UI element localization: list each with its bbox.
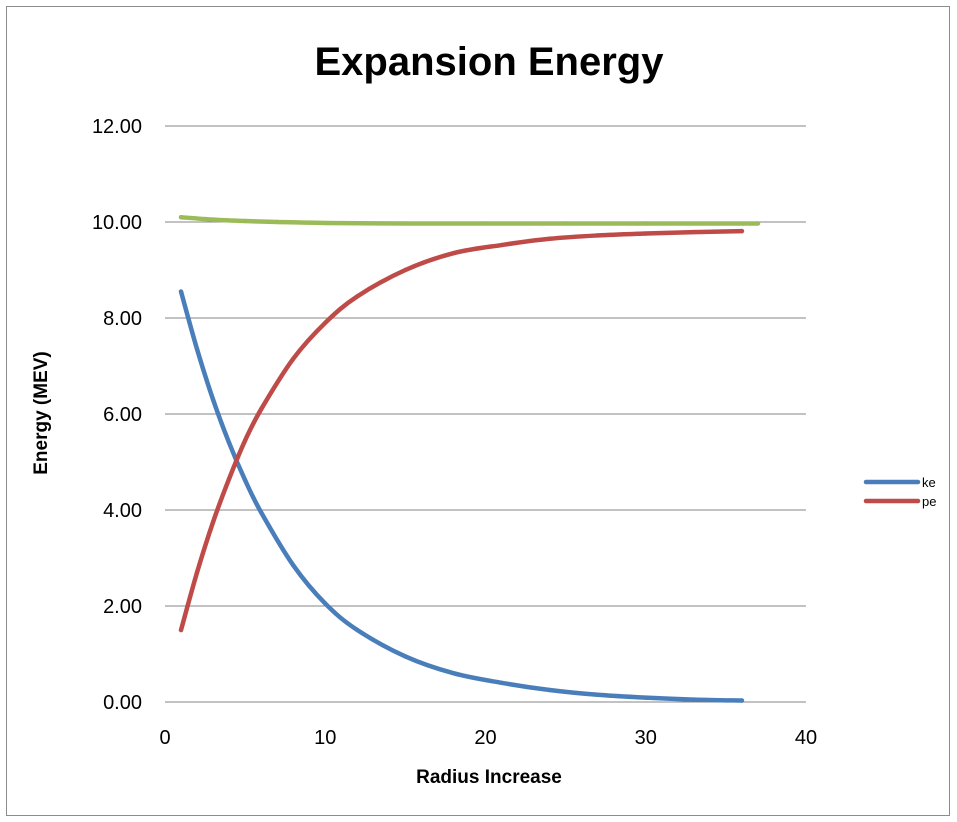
data-point-ke-10	[451, 671, 456, 676]
data-point-series-2-9	[755, 221, 761, 226]
x-tick-label: 10	[314, 727, 336, 749]
data-point-pe-10	[451, 251, 456, 256]
data-point-pe-1	[194, 570, 200, 575]
data-point-pe-6	[291, 356, 296, 361]
data-point-ke-2	[210, 397, 216, 402]
data-point-pe-2	[210, 519, 216, 525]
chart-title: Expansion Energy	[315, 40, 665, 84]
grid-lines	[165, 125, 806, 703]
data-point-pe-11	[499, 242, 504, 248]
data-point-pe-12	[547, 236, 552, 241]
data-point-ke-4	[242, 478, 248, 483]
series-lines	[178, 214, 761, 703]
data-point-series-2-6	[483, 221, 488, 226]
data-point-ke-11	[499, 680, 504, 685]
data-point-series-2-5	[403, 221, 408, 226]
data-point-pe-13	[595, 233, 600, 238]
series-line-pe	[178, 228, 745, 633]
data-point-pe-8	[355, 294, 360, 299]
data-point-series-2-3	[274, 219, 280, 225]
data-point-pe-4	[242, 438, 248, 443]
data-point-ke-15	[691, 697, 697, 702]
y-tick-label: 2.00	[103, 596, 142, 618]
data-point-series-2-7	[563, 221, 568, 226]
data-point-ke-9	[403, 654, 408, 659]
y-tick-labels: 0.00 2.00 4.00 6.00 8.00 10.00 12.00	[92, 116, 142, 714]
data-point-ke-7	[323, 601, 328, 606]
chart-frame	[6, 6, 950, 816]
x-tick-label: 0	[159, 727, 170, 749]
data-point-ke-0	[178, 289, 184, 294]
data-point-ke-1	[194, 347, 200, 352]
x-tick-label: 40	[795, 727, 817, 749]
y-tick-label: 12.00	[92, 116, 142, 138]
data-point-ke-16	[739, 698, 745, 703]
data-point-pe-5	[258, 407, 264, 412]
legend: ke pe	[863, 475, 936, 509]
data-point-pe-9	[403, 267, 408, 273]
data-point-pe-3	[226, 476, 232, 481]
data-point-ke-13	[595, 692, 600, 697]
y-tick-label: 8.00	[103, 308, 142, 330]
x-tick-label: 20	[474, 727, 496, 749]
data-point-pe-15	[691, 229, 697, 235]
x-tick-labels: 0 10 20 30 40	[159, 727, 817, 749]
data-point-pe-14	[643, 231, 648, 236]
data-point-ke-3	[226, 440, 232, 445]
x-axis-title: Radius Increase	[416, 767, 562, 788]
data-point-ke-8	[355, 627, 360, 633]
legend-label-ke: ke	[922, 475, 936, 490]
y-tick-label: 6.00	[103, 404, 142, 426]
y-tick-label: 0.00	[103, 692, 142, 714]
x-tick-label: 30	[635, 727, 657, 749]
data-point-series-2-4	[323, 220, 328, 226]
data-point-series-2-8	[643, 221, 648, 226]
data-point-ke-14	[643, 695, 648, 700]
data-point-series-2-0	[178, 215, 184, 220]
data-point-ke-5	[258, 510, 264, 515]
y-tick-label: 4.00	[103, 500, 142, 522]
legend-label-pe: pe	[922, 494, 936, 509]
data-point-ke-12	[547, 687, 552, 693]
series-line-series-2	[178, 214, 761, 226]
y-axis-title: Energy (MEV)	[31, 351, 52, 475]
data-point-series-2-2	[242, 218, 248, 224]
data-point-pe-0	[178, 627, 184, 633]
y-tick-label: 10.00	[92, 212, 142, 234]
data-point-pe-7	[323, 320, 328, 325]
series-line-ke	[178, 289, 745, 703]
data-point-series-2-1	[210, 217, 216, 222]
data-point-ke-6	[291, 563, 296, 568]
data-point-pe-16	[739, 228, 745, 234]
